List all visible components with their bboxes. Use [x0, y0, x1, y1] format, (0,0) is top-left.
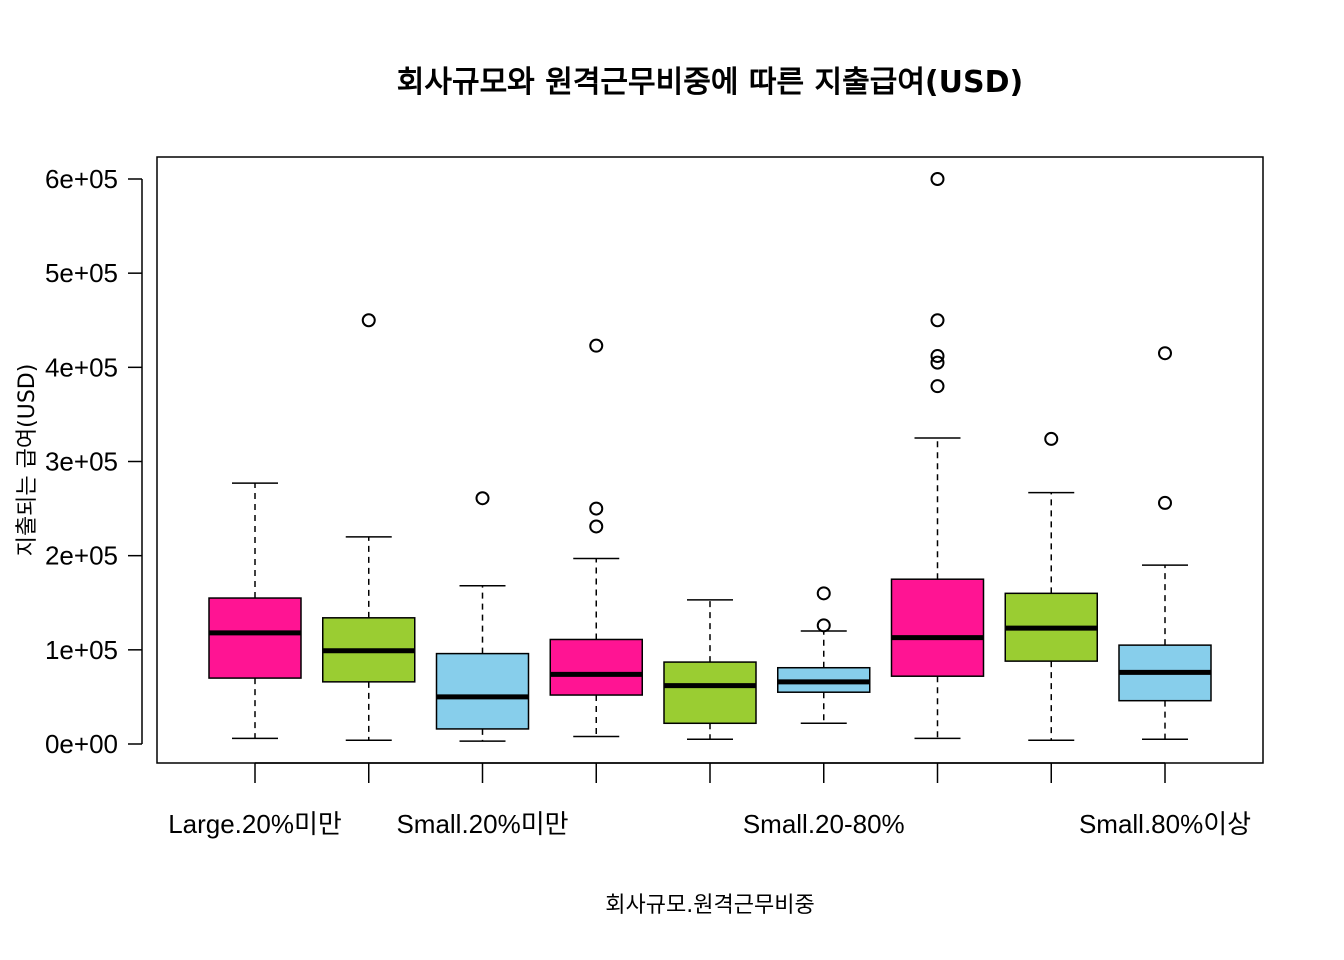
outlier-point [930, 355, 945, 370]
y-axis: 0e+00 1e+05 2e+05 3e+05 4e+05 5e+05 6e+05 [45, 164, 143, 759]
box-iqr [208, 597, 302, 679]
outlier-point [361, 313, 376, 328]
box-7 [890, 172, 985, 740]
box-iqr [890, 578, 985, 677]
y-tick-label: 4e+05 [45, 352, 118, 382]
y-tick-label: 5e+05 [45, 258, 118, 288]
box-iqr [435, 652, 530, 730]
outlier-point [930, 313, 945, 328]
y-tick-label: 3e+05 [45, 447, 118, 477]
chart-title: 회사규모와 원격근무비중에 따른 지출급여(USD) [397, 65, 1023, 100]
box-1 [208, 482, 302, 740]
x-tick-label: Small.20-80% [743, 809, 905, 839]
box-iqr [549, 638, 643, 696]
outlier-point [1158, 495, 1172, 510]
outlier-point [816, 618, 831, 633]
outlier-point [1158, 346, 1172, 361]
outlier-point [589, 338, 604, 353]
y-axis-title: 지출되는 급여(USD) [15, 364, 40, 557]
y-tick-label: 2e+05 [45, 541, 118, 571]
outlier-point [816, 586, 831, 601]
outlier-point [930, 172, 945, 186]
box-6 [777, 586, 871, 725]
box-iqr [663, 661, 757, 725]
y-tick-label: 6e+05 [45, 164, 118, 194]
box-5 [663, 599, 757, 741]
box-2 [322, 313, 416, 741]
outlier-point [930, 349, 945, 364]
outlier-point [930, 379, 945, 394]
x-axis-title: 회사규모.원격근무비중 [605, 893, 814, 918]
box-8 [1004, 431, 1098, 741]
x-axis: Large.20%미만 Small.20%미만 Small.20-80% Small.… [168, 762, 1251, 839]
outlier-point [589, 501, 604, 516]
box-3 [435, 491, 530, 742]
box-9 [1118, 346, 1212, 741]
y-tick-label: 0e+00 [45, 729, 118, 759]
y-tick-label: 1e+05 [45, 635, 118, 665]
x-tick-label: Small.80%이상 [1079, 809, 1251, 839]
boxes-group [208, 172, 1212, 742]
outlier-point [475, 491, 490, 506]
outlier-point [1044, 431, 1059, 446]
x-tick-label: Small.20%미만 [396, 809, 568, 839]
outlier-point [589, 519, 604, 534]
box-4 [549, 338, 643, 738]
x-tick-label: Large.20%미만 [168, 809, 342, 839]
